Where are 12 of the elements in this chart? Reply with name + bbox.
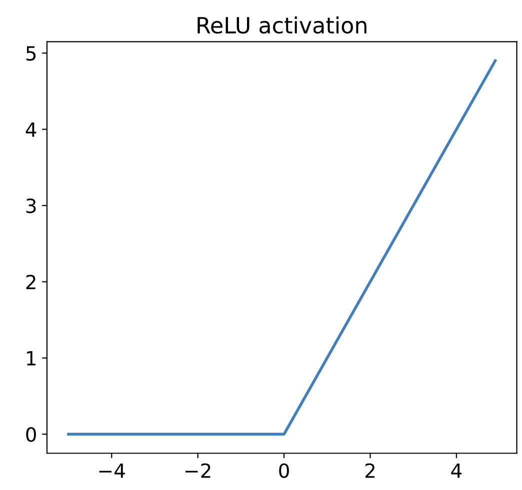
y-tick-label: 0: [26, 427, 36, 442]
x-tick-label: −4: [99, 464, 125, 478]
chart-title: ReLU activation: [198, 16, 366, 34]
x-tick-label: 4: [451, 464, 462, 478]
y-tick-label: 3: [26, 198, 36, 214]
x-tick-label: −2: [186, 463, 210, 478]
y-tick-label: 1: [27, 351, 36, 366]
x-tick-label: 0: [279, 463, 289, 478]
x-tick-label: 2: [365, 463, 374, 478]
y-tick-label: 5: [26, 46, 36, 61]
y-tick-label: 4: [26, 122, 36, 137]
y-tick-label: 2: [26, 274, 36, 290]
